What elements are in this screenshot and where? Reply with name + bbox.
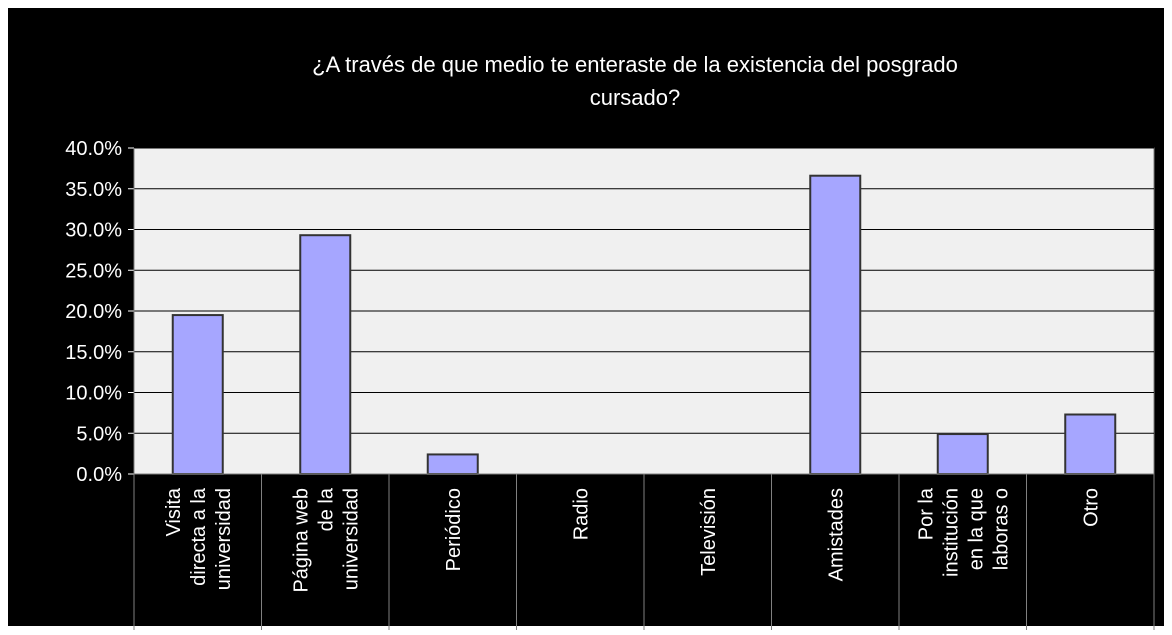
y-tick-label: 10.0% (65, 383, 122, 405)
bar (171, 314, 224, 476)
x-tick-label: Visita directa a la universidad (163, 487, 235, 590)
x-tick-label: Periódico (443, 488, 465, 571)
bar (936, 433, 989, 476)
y-tick-label: 25.0% (65, 260, 122, 282)
y-tick-label: 15.0% (65, 342, 122, 364)
x-tick-label-line: Otro (1080, 488, 1102, 527)
y-axis-ticks: 0.0% 5.0% 10.0% 15.0% 20.0% 25.0% 30.0% 35.0% 40… (65, 138, 1154, 486)
chart-title-line-1: ¿A través de que medio te enteraste de l… (312, 52, 958, 77)
x-tick-label-line: Visita (163, 487, 185, 536)
x-tick-label-line: Televisión (698, 488, 720, 576)
y-tick-label: 40.0% (65, 138, 122, 160)
x-tick-label: Otro (1080, 488, 1102, 527)
y-tick-label: 35.0% (65, 179, 122, 201)
x-tick-label-line: universidad (340, 488, 362, 590)
x-tick-label: Amistades (825, 488, 847, 581)
x-tick-label-line: Periódico (443, 488, 465, 571)
x-tick-label-line: directa a la (188, 487, 210, 586)
x-tick-label-line: Amistades (825, 488, 847, 581)
x-tick-label-line: Por la (915, 487, 937, 540)
x-tick-label: Televisión (698, 488, 720, 576)
x-tick-label: Página web de la universidad (290, 487, 362, 592)
bar (1064, 413, 1117, 476)
bar (299, 234, 352, 475)
y-tick-label: 20.0% (65, 301, 122, 323)
x-tick-label-line: laboras o (990, 488, 1012, 570)
y-tick-label: 5.0% (76, 423, 122, 445)
x-axis-labels: Visita directa a la universidad Página web d… (133, 474, 1155, 630)
x-tick-label-line: Radio (570, 488, 592, 540)
x-tick-label-line: universidad (213, 488, 235, 590)
bar (809, 174, 862, 476)
bars (171, 174, 1117, 476)
x-tick-label-line: de la (315, 487, 337, 531)
y-tick-label: 30.0% (65, 220, 122, 242)
y-tick-label: 0.0% (76, 464, 122, 486)
x-tick-label: Por la institución en la que laboras o (915, 487, 1012, 577)
x-tick-label: Radio (570, 488, 592, 540)
bar (426, 453, 479, 476)
chart-title-line-2: cursado? (590, 85, 681, 110)
x-tick-label-line: en la que (965, 488, 987, 570)
x-tick-label-line: institución (940, 488, 962, 577)
x-tick-label-line: Página web (290, 488, 312, 593)
